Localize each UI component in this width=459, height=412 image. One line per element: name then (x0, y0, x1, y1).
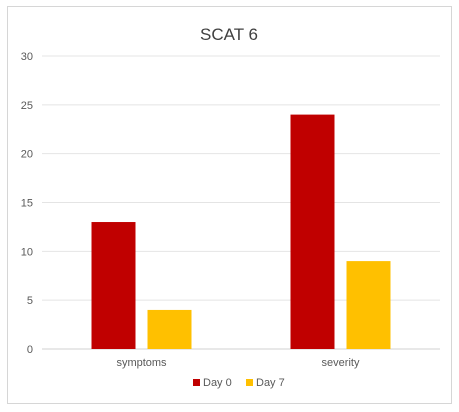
y-tick-label: 15 (21, 198, 33, 210)
bar-symptoms-day-0 (91, 222, 136, 349)
x-tick-label: symptoms (116, 357, 167, 369)
chart-title: SCAT 6 (200, 25, 258, 44)
y-tick-label: 10 (21, 246, 33, 258)
x-tick-label: severity (322, 357, 360, 369)
y-tick-label: 5 (27, 295, 33, 307)
y-tick-label: 25 (21, 100, 33, 112)
y-tick-label: 30 (21, 51, 33, 63)
legend-label: Day 0 (203, 377, 232, 389)
bars (91, 114, 391, 349)
y-tick-label: 20 (21, 149, 33, 161)
legend-swatch (246, 379, 253, 386)
legend-label: Day 7 (256, 377, 285, 389)
legend: Day 0 Day 7 (193, 377, 285, 389)
legend-swatch (193, 379, 200, 386)
bar-symptoms-day-7 (147, 309, 192, 349)
bar-severity-day-7 (346, 261, 391, 349)
x-axis-labels: symptoms severity (116, 357, 360, 369)
y-axis-ticks: 0 5 10 15 20 25 30 (21, 51, 33, 356)
y-tick-label: 0 (27, 344, 33, 356)
bar-severity-day-0 (290, 114, 335, 349)
